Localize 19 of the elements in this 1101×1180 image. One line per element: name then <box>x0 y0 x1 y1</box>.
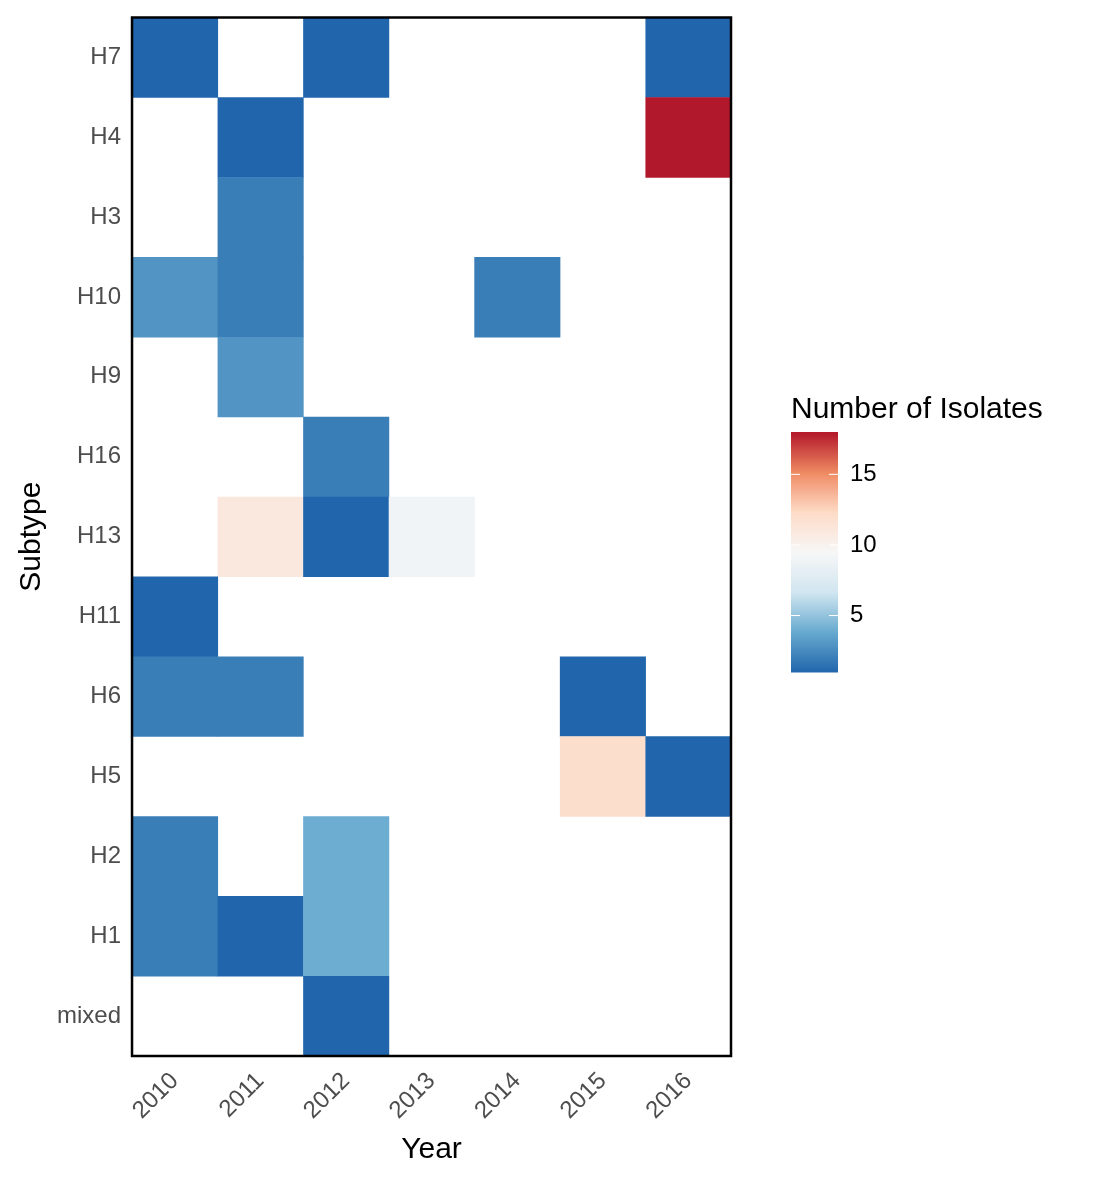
color-bar-title: Number of Isolates <box>791 391 1043 424</box>
y-tick-label: H10 <box>76 281 122 309</box>
y-tick-label: H2 <box>90 840 122 868</box>
y-tick-label: H6 <box>90 681 122 709</box>
y-tick-label: H7 <box>90 41 122 69</box>
y-tick-label: H4 <box>90 121 122 149</box>
color-bar-label: 5 <box>850 600 864 628</box>
y-tick-label: mixed <box>56 1000 122 1028</box>
y-tick-label: H5 <box>90 760 122 788</box>
y-tick-label: H11 <box>78 601 122 629</box>
x-axis-title: Year <box>401 1131 462 1165</box>
y-tick-label: H1 <box>90 920 122 948</box>
y-tick-label: H3 <box>90 201 122 229</box>
y-tick-label: H13 <box>76 521 122 549</box>
color-bar-label: 10 <box>850 529 877 557</box>
color-bar-label: 15 <box>850 458 877 486</box>
y-axis-title: Subtype <box>13 481 47 592</box>
y-tick-label: H16 <box>76 441 122 469</box>
y-tick-label: H9 <box>90 361 122 389</box>
